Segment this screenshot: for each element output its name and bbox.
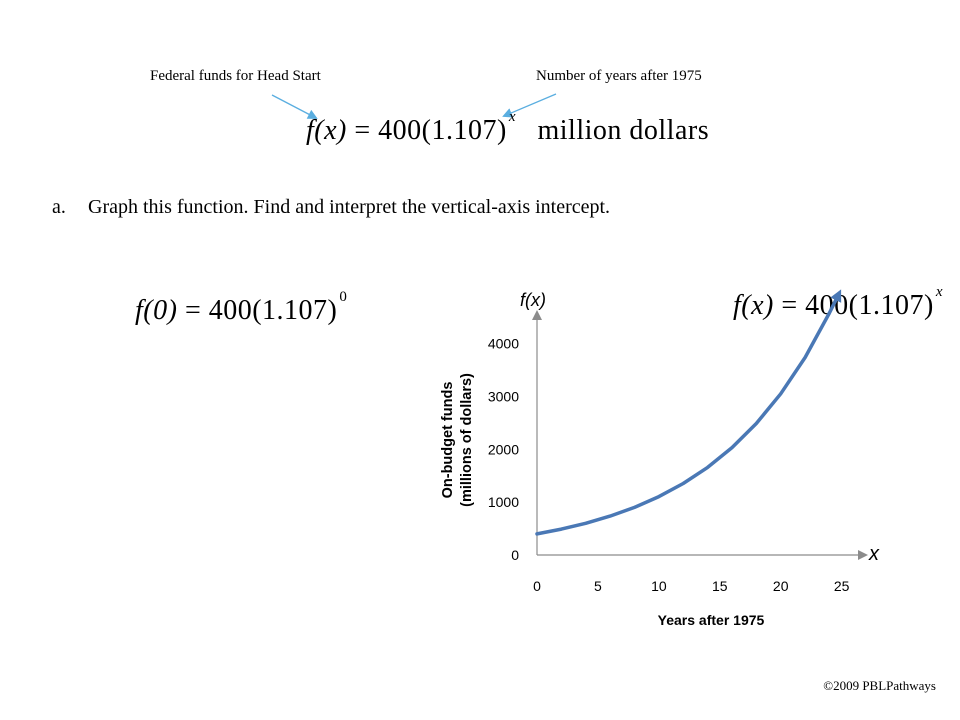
callout-federal-funds: Federal funds for Head Start [150,68,321,84]
f0-equation: f(0) = 400(1.107) 0 [135,289,347,327]
callout-arrows [271,93,557,119]
f0-equation-exponent: 0 [339,289,348,305]
graph-equation-exponent: x [935,284,943,300]
graph-equation-lhs: f(x) [733,290,774,321]
y-tick-label: 0 [511,547,519,563]
x-axis-label: Years after 1975 [658,612,765,628]
x-axis-name: x [868,543,880,565]
main-equation-lhs: f(x) [306,115,347,146]
main-equation-units: million dollars [537,115,710,146]
f0-equation-rhs: = 400(1.107) [177,295,338,326]
y-axis-name: f(x) [520,290,546,310]
y-tick-label: 3000 [488,389,519,405]
graph-equation-rhs: = 400(1.107) [773,290,934,321]
y-tick-label: 1000 [488,494,519,510]
question-text: Graph this function. Find and interpret … [88,196,611,218]
f0-equation-lhs: f(0) [135,295,178,326]
y-axis-label: On-budget funds (millions of dollars) [440,373,475,507]
arrow-left [271,94,318,119]
x-tick-label: 20 [773,578,789,594]
y-tick-label: 2000 [488,441,519,457]
x-tick-label: 15 [712,578,728,594]
x-tick-label: 5 [594,578,602,594]
question-a: a. Graph this function. Find and interpre… [52,196,610,219]
main-equation: f(x) = 400(1.107) x million dollars [306,109,710,147]
main-equation-exponent: x [508,109,516,125]
x-tick-label: 10 [651,578,667,594]
series-line [535,289,842,536]
callout-years-after: Number of years after 1975 [536,68,702,84]
x-tick-label: 0 [533,578,541,594]
question-marker: a. [52,196,66,218]
x-tick-label: 25 [834,578,850,594]
copyright-footer: ©2009 PBLPathways [823,678,936,693]
arrow-right [502,93,557,118]
graph-equation: f(x) = 400(1.107) x [733,284,943,322]
y-tick-label: 4000 [488,336,519,352]
main-equation-rhs: = 400(1.107) [346,115,507,146]
